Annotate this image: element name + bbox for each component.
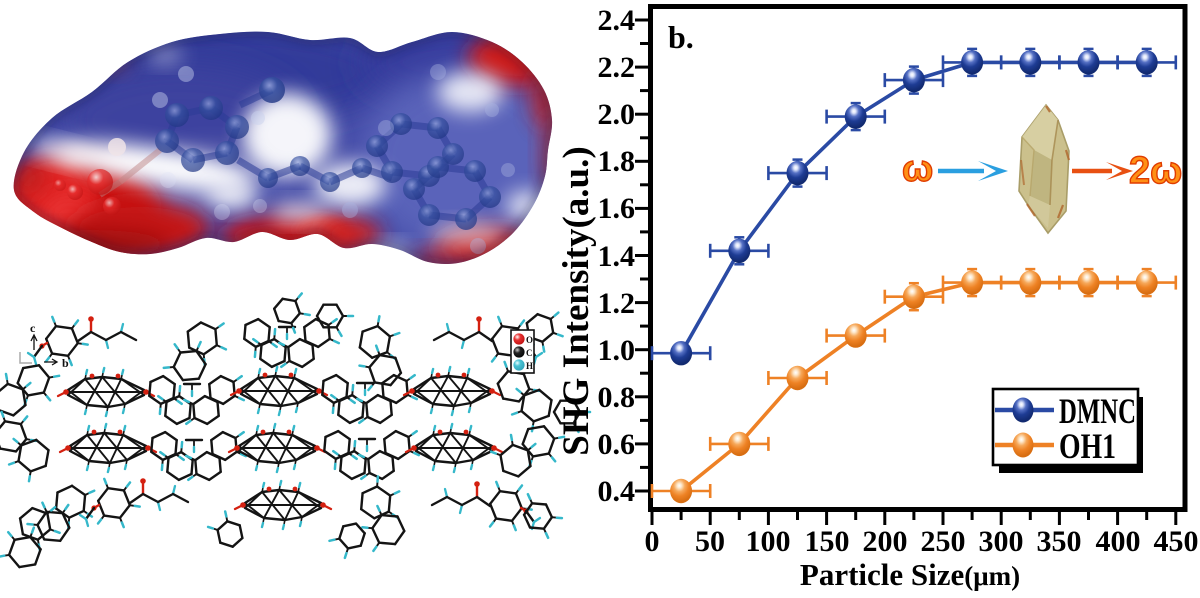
svg-text:H: H <box>526 361 533 371</box>
svg-text:0: 0 <box>645 525 660 558</box>
svg-text:250: 250 <box>921 525 966 558</box>
svg-text:450: 450 <box>1154 525 1199 558</box>
svg-text:1.2: 1.2 <box>598 287 636 320</box>
svg-text:1.8: 1.8 <box>598 145 636 178</box>
svg-text:1.0: 1.0 <box>598 334 636 367</box>
svg-text:400: 400 <box>1096 525 1141 558</box>
svg-text:0.8: 0.8 <box>598 381 636 414</box>
svg-text:2.4: 2.4 <box>598 4 636 37</box>
svg-text:150: 150 <box>805 525 850 558</box>
svg-text:b: b <box>62 356 69 370</box>
svg-text:c: c <box>30 321 36 335</box>
svg-text:0.6: 0.6 <box>598 428 636 461</box>
svg-text:OH1: OH1 <box>1059 426 1116 466</box>
svg-text:b.: b. <box>668 19 694 55</box>
svg-text:ω: ω <box>902 148 933 189</box>
svg-text:SHG Intensity(a.u.): SHG Intensity(a.u.) <box>556 146 597 455</box>
svg-text:2.2: 2.2 <box>598 51 636 84</box>
svg-text:DMNC: DMNC <box>1059 391 1136 431</box>
svg-text:1.4: 1.4 <box>598 240 636 273</box>
svg-text:2.0: 2.0 <box>598 98 636 131</box>
svg-text:350: 350 <box>1037 525 1082 558</box>
svg-text:2ω: 2ω <box>1129 150 1182 192</box>
svg-text:0.4: 0.4 <box>598 475 636 508</box>
svg-text:300: 300 <box>979 525 1024 558</box>
svg-text:200: 200 <box>863 525 908 558</box>
svg-text:100: 100 <box>746 525 791 558</box>
svg-text:O: O <box>526 335 533 345</box>
svg-text:Particle Size(μm): Particle Size(μm) <box>800 557 1020 592</box>
svg-text:50: 50 <box>695 525 725 558</box>
svg-text:1.6: 1.6 <box>598 192 636 225</box>
svg-text:C: C <box>526 348 533 358</box>
